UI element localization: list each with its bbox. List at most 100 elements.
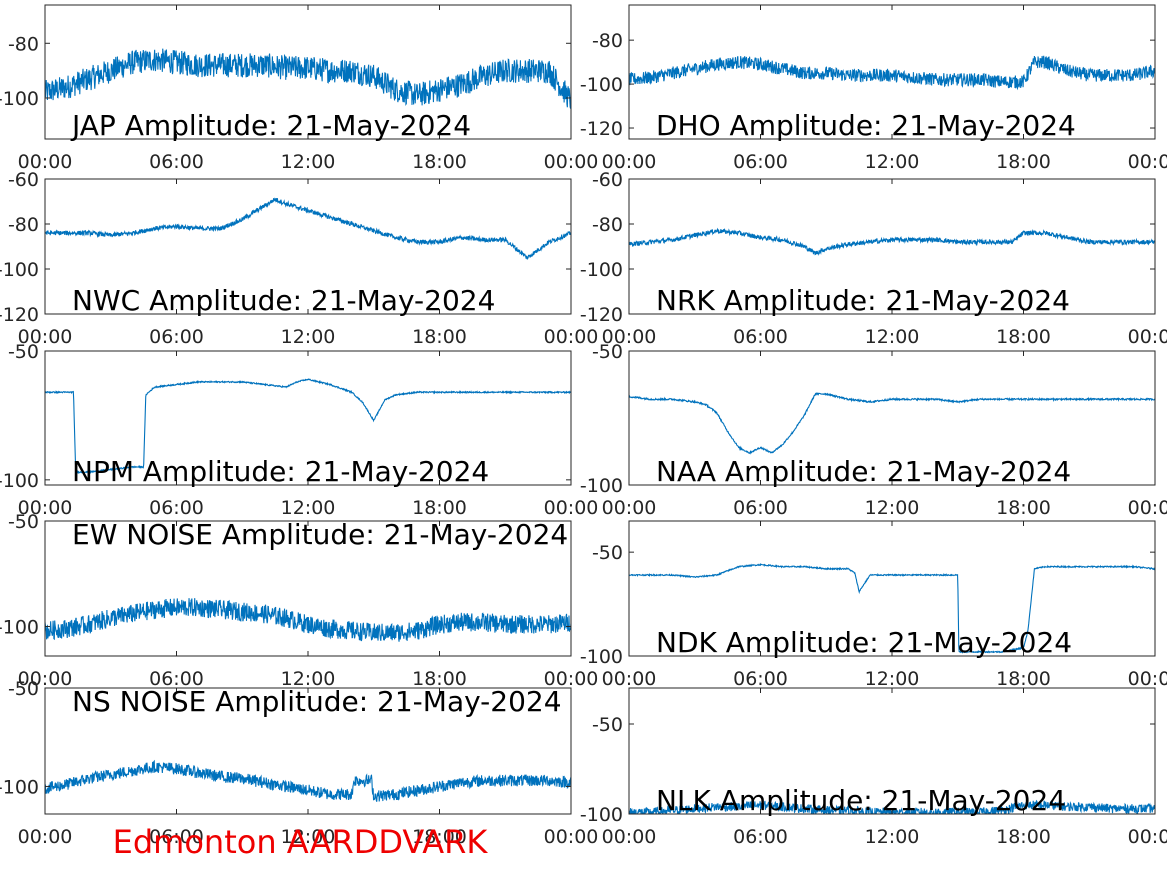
x-tick-label: 12:00	[281, 826, 336, 848]
x-tick-label: 06:00	[149, 151, 204, 173]
x-tick-label: 18:00	[412, 497, 467, 519]
panel-ndk: 00:00 06:00 12:00 18:00 00:00 -50 -100 NDK Ampl…	[580, 520, 1167, 690]
y-tick-label: -100	[580, 646, 623, 668]
series-line-ew-noise	[45, 598, 571, 642]
x-tick-label: 12:00	[865, 151, 920, 173]
y-tick-label: -120	[0, 304, 39, 326]
panel-title-dho: DHO Amplitude: 21-May-2024	[656, 109, 1076, 142]
y-tick-label: -50	[8, 511, 39, 533]
series-line-naa	[629, 392, 1155, 455]
series-line-nrk	[629, 227, 1155, 256]
x-tick-label: 18:00	[996, 497, 1051, 519]
x-tick-label: 06:00	[733, 326, 788, 348]
x-tick-label: 18:00	[996, 668, 1051, 690]
x-tick-label: 12:00	[281, 668, 336, 690]
x-tick-label: 12:00	[865, 668, 920, 690]
panel-nlk: 00:00 06:00 12:00 18:00 00:00 -50 -100 NLK Ampl…	[580, 687, 1167, 848]
panel-nwc: 00:00 06:00 12:00 18:00 00:00 -60 -80 -100 -120 N…	[0, 169, 598, 348]
panel-title-ndk: NDK Amplitude: 21-May-2024	[656, 626, 1072, 659]
x-tick-label: 18:00	[996, 151, 1051, 173]
panel-title-nlk: NLK Amplitude: 21-May-2024	[656, 784, 1066, 817]
y-tick-label: -100	[580, 475, 623, 497]
y-tick-label: -100	[0, 616, 39, 638]
x-tick-label: 06:00	[733, 826, 788, 848]
y-tick-label: -50	[8, 341, 39, 363]
x-tick-label: 12:00	[865, 326, 920, 348]
x-tick-label: 00:00	[1128, 826, 1167, 848]
y-tick-label: -100	[0, 776, 39, 798]
x-tick-label: 18:00	[996, 826, 1051, 848]
x-tick-label: 00:00	[1128, 497, 1167, 519]
series-line-nlk	[629, 799, 1155, 814]
y-tick-label: -60	[592, 169, 623, 191]
y-tick-label: -80	[592, 214, 623, 236]
x-tick-label: 06:00	[733, 668, 788, 690]
x-tick-label: 00:00	[18, 668, 73, 690]
x-tick-label: 00:00	[18, 326, 73, 348]
panel-title-nwc: NWC Amplitude: 21-May-2024	[72, 284, 495, 317]
panel-ns-noise: 00:00 06:00 12:00 18:00 00:00 -50 -100 NS NOISE…	[0, 678, 598, 848]
x-tick-label: 18:00	[996, 326, 1051, 348]
x-tick-label: 12:00	[281, 151, 336, 173]
x-tick-label: 06:00	[149, 668, 204, 690]
x-tick-label: 00:00	[544, 826, 599, 848]
x-tick-label: 00:00	[602, 497, 657, 519]
x-tick-label: 12:00	[865, 826, 920, 848]
x-tick-label: 06:00	[733, 151, 788, 173]
y-tick-label: -100	[580, 804, 623, 826]
y-tick-label: -100	[0, 88, 39, 110]
y-tick-label: -80	[8, 33, 39, 55]
series-line-ndk	[629, 563, 1155, 654]
x-tick-label: 00:00	[602, 326, 657, 348]
x-tick-label: 00:00	[602, 151, 657, 173]
x-tick-label: 00:00	[1128, 668, 1167, 690]
x-tick-label: 00:00	[18, 497, 73, 519]
y-tick-label: -80	[8, 214, 39, 236]
footer-label: Edmonton AARDDVARK	[113, 823, 489, 861]
x-tick-label: 00:00	[544, 668, 599, 690]
x-tick-label: 18:00	[412, 826, 467, 848]
panel-nrk: 00:00 06:00 12:00 18:00 00:00 -60 -80 -100 -120 N…	[580, 169, 1167, 348]
panel-title-npm: NPM Amplitude: 21-May-2024	[72, 455, 489, 488]
x-tick-label: 18:00	[412, 151, 467, 173]
y-tick-label: -120	[580, 304, 623, 326]
x-tick-label: 00:00	[18, 826, 73, 848]
y-tick-label: -100	[0, 259, 39, 281]
y-tick-label: -50	[8, 678, 39, 700]
y-tick-label: -80	[592, 30, 623, 52]
y-tick-label: -60	[8, 169, 39, 191]
x-tick-label: 00:00	[544, 326, 599, 348]
series-line-dho	[629, 55, 1155, 91]
x-tick-label: 00:00	[1128, 151, 1167, 173]
panel-title-ns-noise: NS NOISE Amplitude: 21-May-2024	[72, 685, 562, 718]
y-tick-label: -50	[592, 542, 623, 564]
y-tick-label: -100	[0, 470, 39, 492]
panel-dho: 00:00 06:00 12:00 18:00 00:00 -80 -100 -120 DHO …	[580, 4, 1167, 173]
x-tick-label: 00:00	[544, 151, 599, 173]
x-tick-label: 18:00	[412, 668, 467, 690]
x-tick-label: 00:00	[602, 668, 657, 690]
x-tick-label: 00:00	[18, 151, 73, 173]
series-line-jap	[45, 48, 571, 109]
panel-title-nrk: NRK Amplitude: 21-May-2024	[656, 284, 1070, 317]
x-tick-label: 06:00	[149, 826, 204, 848]
x-tick-label: 00:00	[1128, 326, 1167, 348]
x-tick-label: 00:00	[544, 497, 599, 519]
x-tick-label: 12:00	[865, 497, 920, 519]
panel-title-jap: JAP Amplitude: 21-May-2024	[70, 109, 471, 142]
y-tick-label: -100	[580, 259, 623, 281]
panel-title-ew-noise: EW NOISE Amplitude: 21-May-2024	[72, 518, 568, 551]
y-tick-label: -100	[580, 74, 623, 96]
x-tick-label: 12:00	[281, 326, 336, 348]
y-tick-label: -120	[580, 118, 623, 140]
x-tick-label: 06:00	[149, 326, 204, 348]
series-line-ns-noise	[45, 759, 571, 802]
series-line-npm	[45, 378, 571, 475]
panel-naa: 00:00 06:00 12:00 18:00 00:00 -50 -100 NAA Ampl…	[580, 341, 1167, 519]
x-tick-label: 12:00	[281, 497, 336, 519]
y-tick-label: -50	[592, 714, 623, 736]
x-tick-label: 06:00	[149, 497, 204, 519]
panel-ew-noise: 00:00 06:00 12:00 18:00 00:00 -50 -100 EW NOISE…	[0, 511, 598, 690]
panel-title-naa: NAA Amplitude: 21-May-2024	[656, 455, 1071, 488]
